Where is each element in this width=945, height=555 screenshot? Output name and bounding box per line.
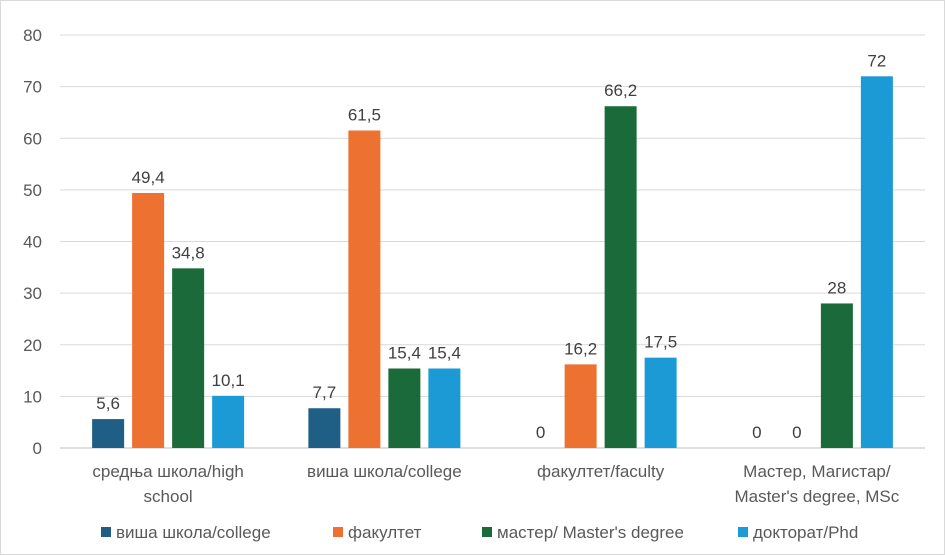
bar — [172, 268, 205, 448]
legend-swatch — [101, 527, 111, 537]
bar — [348, 130, 381, 448]
category-label: виша школа/college — [307, 462, 462, 481]
data-label: 0 — [752, 423, 761, 442]
bar — [132, 192, 165, 448]
data-label: 61,5 — [348, 106, 381, 125]
bars — [92, 76, 893, 449]
bar — [92, 419, 125, 448]
bar — [388, 368, 421, 448]
data-label: 49,4 — [132, 168, 165, 187]
data-label: 0 — [792, 423, 801, 442]
legend-swatch — [738, 527, 748, 537]
bar — [308, 408, 341, 448]
legend-swatch — [333, 527, 343, 537]
y-tick-label: 20 — [23, 336, 42, 355]
data-label: 10,1 — [212, 371, 245, 390]
legend-label: докторат/Phd — [753, 523, 858, 542]
legend-label: факултет — [348, 523, 422, 542]
bar — [428, 368, 461, 448]
category-label: Master's degree, MSc — [734, 487, 899, 506]
data-label: 17,5 — [644, 333, 677, 352]
bar — [860, 76, 893, 449]
bar — [564, 364, 597, 448]
category-label: средња школа/high — [92, 462, 244, 481]
gridlines — [60, 34, 925, 449]
category-label: school — [144, 487, 193, 506]
data-labels: 5,6 7,7 0 0 49,4 61,5 16,2 0 34,8 15,4 66,2 28 10,1 1… — [96, 51, 886, 442]
bar — [644, 357, 677, 448]
data-label: 5,6 — [96, 394, 120, 413]
y-tick-label: 70 — [23, 78, 42, 97]
bar — [604, 106, 637, 449]
legend-swatch — [482, 527, 492, 537]
data-label: 28 — [827, 278, 846, 297]
y-tick-label: 50 — [23, 181, 42, 200]
data-label: 66,2 — [604, 81, 637, 100]
category-label: факултет/faculty — [537, 462, 665, 481]
data-label: 7,7 — [313, 383, 337, 402]
data-label: 72 — [867, 51, 886, 70]
y-axis-ticks: 0 10 20 30 40 50 60 70 80 — [23, 26, 42, 458]
data-label: 0 — [536, 423, 545, 442]
category-labels: средња школа/high school виша школа/colleg… — [92, 462, 899, 506]
data-label: 15,4 — [388, 343, 421, 362]
bar — [212, 395, 245, 448]
category-label: Мастер, Магистар/ — [743, 462, 891, 481]
data-label: 16,2 — [564, 339, 597, 358]
legend: виша школа/college факултет мастер/ Master… — [101, 523, 858, 542]
y-tick-label: 30 — [23, 284, 42, 303]
legend-label: мастер/ Master's degree — [497, 523, 684, 542]
legend-label: виша школа/college — [116, 523, 271, 542]
y-tick-label: 60 — [23, 129, 42, 148]
data-label: 15,4 — [428, 343, 461, 362]
bar — [820, 303, 853, 448]
y-tick-label: 40 — [23, 233, 42, 252]
data-label: 34,8 — [172, 243, 205, 262]
y-tick-label: 80 — [23, 26, 42, 45]
y-tick-label: 0 — [33, 439, 42, 458]
y-tick-label: 10 — [23, 387, 42, 406]
